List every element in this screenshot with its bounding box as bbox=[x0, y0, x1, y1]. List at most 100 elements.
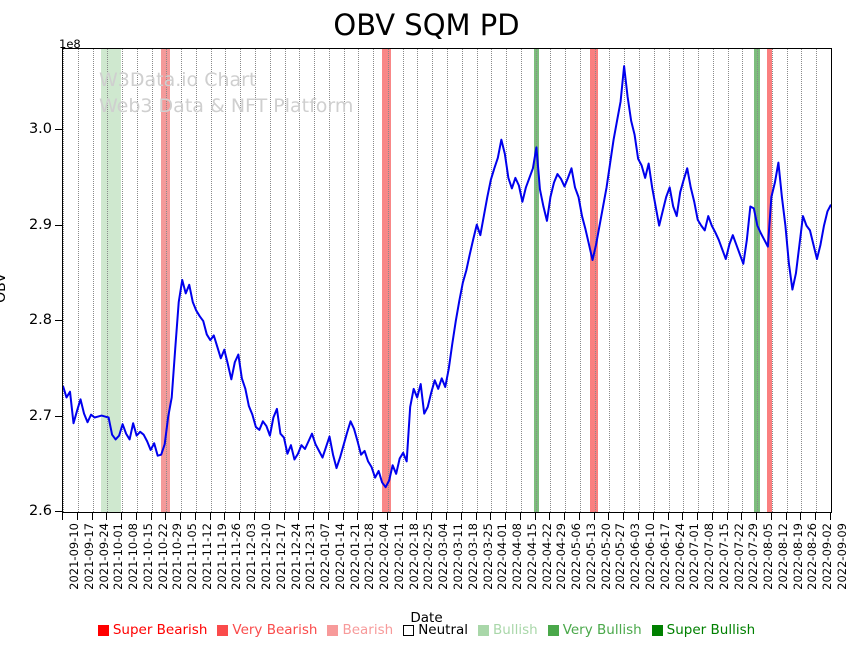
x-axis-tick-mark bbox=[505, 513, 507, 520]
x-axis-tick-mark bbox=[785, 513, 787, 520]
x-axis-tick-label: 2022-08-19 bbox=[790, 523, 805, 590]
x-axis-tick-mark bbox=[386, 513, 388, 520]
obv-series-line bbox=[63, 49, 831, 512]
legend-item-super-bearish[interactable]: Super Bearish bbox=[97, 623, 207, 638]
page-title: OBV SQM PD bbox=[333, 8, 520, 42]
x-axis-tick-mark bbox=[490, 513, 492, 520]
legend-item-very-bearish[interactable]: Very Bearish bbox=[217, 623, 317, 638]
x-axis-tick-mark bbox=[741, 513, 743, 520]
x-axis-tick-mark bbox=[106, 513, 108, 520]
x-axis-tick-label: 2021-10-01 bbox=[111, 523, 126, 590]
x-axis-tick-mark bbox=[165, 513, 167, 520]
gridline bbox=[624, 49, 626, 512]
gridline bbox=[609, 49, 611, 512]
x-axis-tick-label: 2022-08-12 bbox=[775, 523, 790, 590]
gridline bbox=[210, 49, 212, 512]
x-axis-tick-mark bbox=[519, 513, 521, 520]
x-axis-tick-mark bbox=[254, 513, 255, 520]
legend-swatch-icon bbox=[217, 625, 229, 636]
x-axis-tick-label: 2021-09-17 bbox=[81, 523, 96, 590]
signal-band-very-bearish bbox=[161, 49, 170, 512]
gridline bbox=[269, 49, 271, 512]
x-axis-tick-label: 2022-02-11 bbox=[391, 523, 406, 590]
x-axis-tick-mark bbox=[372, 513, 374, 520]
signal-band-very-bearish bbox=[381, 49, 391, 512]
x-axis-tick-mark bbox=[682, 513, 684, 520]
gridline bbox=[565, 49, 567, 512]
x-axis-tick-label: 2022-06-10 bbox=[643, 523, 657, 590]
x-axis-tick-label: 2022-04-08 bbox=[510, 523, 525, 590]
x-axis-tick-label: 2022-01-07 bbox=[318, 523, 333, 590]
legend-item-neutral[interactable]: Neutral bbox=[403, 623, 468, 638]
gridline bbox=[712, 49, 714, 512]
gridline bbox=[417, 49, 419, 512]
x-axis-tick-mark bbox=[623, 513, 625, 520]
gridline bbox=[284, 49, 286, 512]
y-axis-tick-label: 2.7 bbox=[28, 407, 52, 424]
x-axis-tick-mark bbox=[313, 513, 315, 520]
gridline bbox=[579, 49, 581, 512]
x-axis-tick-mark bbox=[711, 513, 713, 520]
x-axis-tick-label: 2022-03-18 bbox=[465, 523, 480, 590]
gridline bbox=[92, 49, 94, 512]
x-axis-tick-label: 2022-08-05 bbox=[761, 523, 776, 590]
x-axis-title: Date bbox=[410, 610, 443, 626]
legend-swatch-icon bbox=[327, 625, 339, 636]
x-axis-tick-mark bbox=[431, 513, 433, 520]
x-axis-tick-label: 2022-05-20 bbox=[598, 523, 613, 590]
y-axis-tick-label: 2.9 bbox=[28, 216, 52, 233]
gridline bbox=[476, 49, 478, 512]
x-axis-tick-mark bbox=[327, 513, 329, 520]
x-axis-tick-mark bbox=[76, 513, 78, 520]
gridline bbox=[328, 49, 330, 512]
x-axis-tick-mark bbox=[770, 513, 772, 520]
x-axis-tick-mark bbox=[446, 513, 447, 520]
gridline bbox=[668, 49, 670, 512]
legend-item-super-bullish[interactable]: Super Bullish bbox=[651, 623, 755, 638]
gridline bbox=[107, 49, 109, 512]
gridline bbox=[801, 49, 803, 512]
x-axis-tick-mark bbox=[224, 513, 226, 520]
gridline bbox=[639, 49, 640, 512]
legend-item-bearish[interactable]: Bearish bbox=[327, 623, 393, 638]
x-axis-tick-label: 2021-12-17 bbox=[273, 523, 288, 590]
x-axis-tick-label: 2021-12-31 bbox=[303, 523, 318, 590]
gridline bbox=[402, 49, 404, 512]
x-axis-tick-label: 2021-11-12 bbox=[199, 523, 214, 590]
x-axis-tick-mark bbox=[578, 513, 580, 520]
x-axis-tick-mark bbox=[91, 513, 93, 520]
gridline bbox=[461, 49, 463, 512]
x-axis-tick-mark bbox=[697, 513, 699, 520]
gridline bbox=[373, 49, 375, 512]
x-axis-tick-label: 2022-01-28 bbox=[362, 523, 377, 590]
x-axis-tick-label: 2022-04-29 bbox=[554, 523, 569, 590]
y-axis-exponent-label: 1e8 bbox=[59, 37, 81, 51]
gridline bbox=[136, 49, 138, 512]
x-axis-tick-mark bbox=[62, 513, 63, 520]
gridline bbox=[727, 49, 729, 512]
legend-label: Very Bearish bbox=[232, 622, 318, 638]
gridline bbox=[358, 49, 360, 512]
legend-label: Bearish bbox=[342, 622, 394, 638]
x-axis-tick-label: 2022-09-02 bbox=[820, 523, 835, 590]
gridline bbox=[387, 49, 389, 512]
gridline bbox=[299, 49, 301, 512]
gridline bbox=[166, 49, 168, 512]
obv-polyline bbox=[63, 65, 831, 489]
legend-item-bullish[interactable]: Bullish bbox=[478, 623, 538, 638]
x-axis-tick-label: 2021-10-29 bbox=[170, 523, 185, 590]
gridline bbox=[683, 49, 685, 512]
x-axis-tick-label: 2021-12-10 bbox=[259, 523, 273, 590]
signal-band-bullish bbox=[101, 49, 122, 512]
gridline bbox=[225, 49, 227, 512]
gridline bbox=[122, 49, 124, 512]
x-axis-tick-mark bbox=[150, 513, 152, 520]
gridline bbox=[653, 49, 655, 512]
y-axis-tick-mark bbox=[55, 415, 62, 417]
x-axis-tick-label: 2022-07-08 bbox=[702, 523, 717, 590]
x-axis-tick-mark bbox=[239, 513, 241, 520]
legend-item-very-bullish[interactable]: Very Bullish bbox=[547, 623, 642, 638]
x-axis-tick-label: 2022-06-17 bbox=[657, 523, 672, 590]
